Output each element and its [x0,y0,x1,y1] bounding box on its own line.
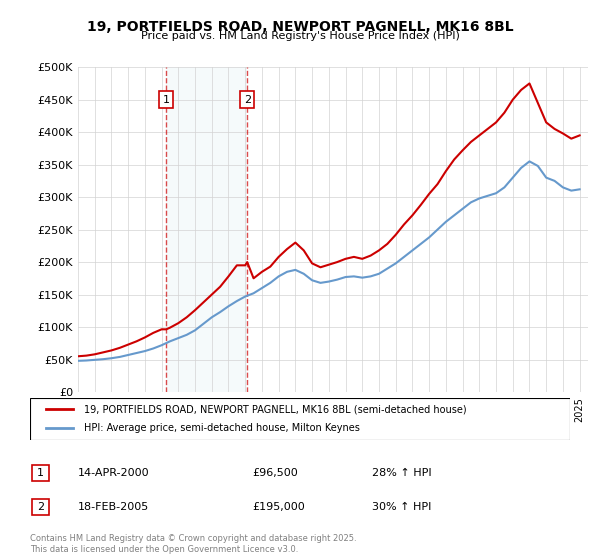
Text: 18-FEB-2005: 18-FEB-2005 [78,502,149,512]
Text: HPI: Average price, semi-detached house, Milton Keynes: HPI: Average price, semi-detached house,… [84,423,360,433]
Text: £96,500: £96,500 [252,468,298,478]
FancyBboxPatch shape [32,499,49,515]
FancyBboxPatch shape [32,465,49,481]
Text: Contains HM Land Registry data © Crown copyright and database right 2025.: Contains HM Land Registry data © Crown c… [30,534,356,543]
Text: 30% ↑ HPI: 30% ↑ HPI [372,502,431,512]
Text: 2: 2 [37,502,44,512]
Text: 28% ↑ HPI: 28% ↑ HPI [372,468,431,478]
Text: 1: 1 [37,468,44,478]
FancyBboxPatch shape [30,398,570,440]
Text: Price paid vs. HM Land Registry's House Price Index (HPI): Price paid vs. HM Land Registry's House … [140,31,460,41]
Text: £195,000: £195,000 [252,502,305,512]
Text: 19, PORTFIELDS ROAD, NEWPORT PAGNELL, MK16 8BL (semi-detached house): 19, PORTFIELDS ROAD, NEWPORT PAGNELL, MK… [84,404,467,414]
Text: This data is licensed under the Open Government Licence v3.0.: This data is licensed under the Open Gov… [30,545,298,554]
Text: 2: 2 [244,95,251,105]
Text: 19, PORTFIELDS ROAD, NEWPORT PAGNELL, MK16 8BL: 19, PORTFIELDS ROAD, NEWPORT PAGNELL, MK… [86,20,514,34]
Bar [166,67,247,392]
Text: 1: 1 [163,95,170,105]
Text: 14-APR-2000: 14-APR-2000 [78,468,149,478]
